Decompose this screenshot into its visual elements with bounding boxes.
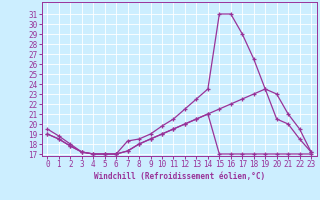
- X-axis label: Windchill (Refroidissement éolien,°C): Windchill (Refroidissement éolien,°C): [94, 172, 265, 181]
